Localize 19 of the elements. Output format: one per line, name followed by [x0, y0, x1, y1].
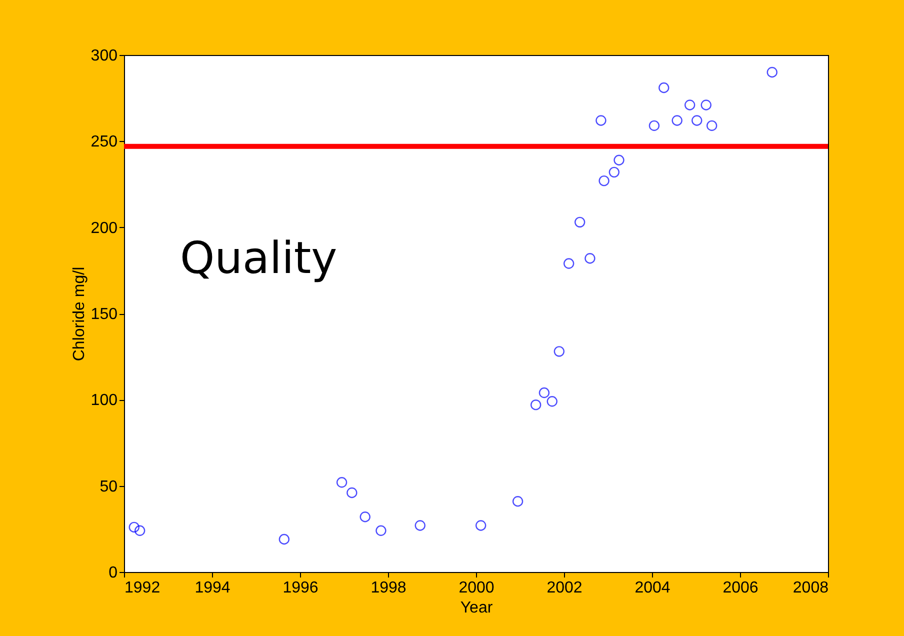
y-tick-label: 150: [90, 306, 118, 323]
y-axis-title: Chloride mg/l: [70, 266, 88, 362]
x-tick-label: 1994: [194, 580, 230, 596]
y-tick-label: 50: [100, 478, 118, 496]
x-tick-label: 2008: [792, 580, 829, 596]
x-tick-label: 1998: [370, 580, 406, 596]
y-tick-label: 300: [90, 48, 118, 64]
y-tick-label: 250: [90, 134, 118, 151]
x-tick-label: 2000: [458, 580, 494, 596]
x-tick-label: 1992: [124, 580, 160, 596]
y-tick-label: 0: [108, 564, 118, 582]
x-tick-label: 1996: [282, 580, 318, 596]
y-tick-label: 200: [90, 220, 118, 237]
y-tick-label: 100: [90, 392, 118, 410]
x-tick-label: 2002: [546, 580, 582, 596]
x-tick-label: 2006: [722, 580, 758, 596]
x-axis-title: Year: [460, 600, 494, 616]
x-tick-label: 2004: [634, 580, 670, 596]
annotation: Quality: [180, 233, 338, 284]
